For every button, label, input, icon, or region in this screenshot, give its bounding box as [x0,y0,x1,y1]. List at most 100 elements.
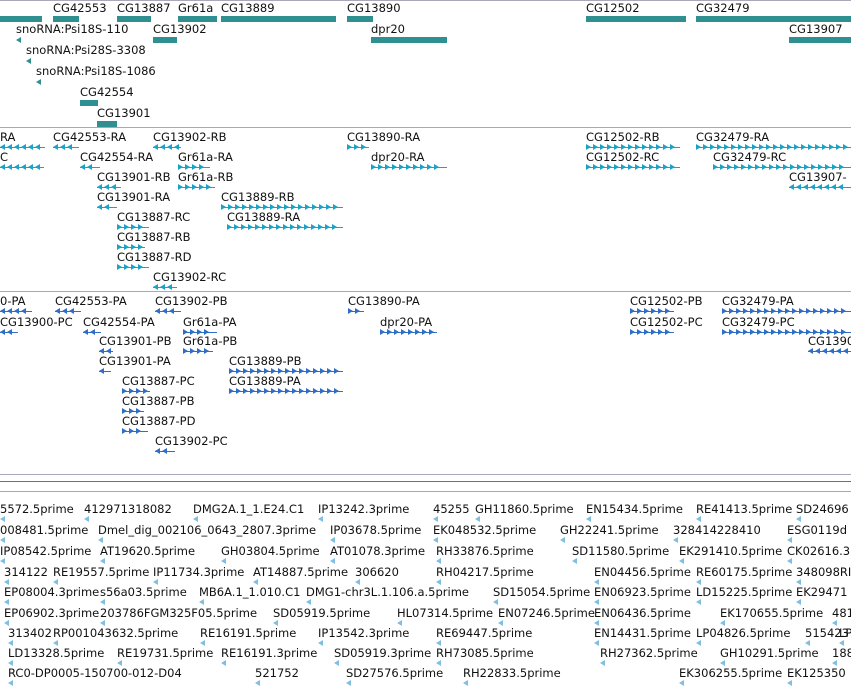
protein-label[interactable]: CG13887-PC [122,374,195,388]
gene-label[interactable]: CG12502 [586,1,640,15]
est-label[interactable]: EN06923.5prime [594,585,691,599]
transcript-feature[interactable] [153,284,177,291]
protein-feature[interactable] [630,329,674,336]
protein-feature[interactable] [122,388,150,395]
est-label[interactable]: AT14887.5prime [253,565,349,579]
est-label[interactable]: 5572.5prime [0,502,74,516]
transcript-feature[interactable] [0,164,44,171]
protein-label[interactable]: CG13902-PB [155,294,228,308]
transcript-feature[interactable] [789,184,851,191]
protein-feature[interactable] [155,448,175,455]
transcript-label[interactable]: CG32479-RA [696,130,770,144]
transcript-label[interactable]: CG13901-RB [97,170,171,184]
transcript-feature[interactable] [178,164,210,171]
est-arrow-icon[interactable] [475,516,480,522]
est-label[interactable]: DMG2A.1_1.E24.C1 [193,502,305,516]
protein-label[interactable]: CG13889-PB [229,354,302,368]
est-arrow-icon[interactable] [673,537,678,543]
est-arrow-icon[interactable] [8,640,13,646]
est-arrow-icon[interactable] [253,579,258,585]
transcript-label[interactable]: CG42553-RA [53,130,127,144]
est-arrow-icon[interactable] [98,537,103,543]
est-arrow-icon[interactable] [572,558,577,564]
est-label[interactable]: RH22833.5prime [463,666,561,680]
protein-label[interactable]: CG13889-PA [229,374,301,388]
est-arrow-icon[interactable] [594,599,599,605]
est-arrow-icon[interactable] [100,558,105,564]
est-arrow-icon[interactable] [330,537,335,543]
transcript-label[interactable]: CG13890-RA [347,130,421,144]
est-arrow-icon[interactable] [463,680,468,686]
protein-label[interactable]: CG32479-PC [722,315,795,329]
transcript-label[interactable]: CG13902-RB [153,130,227,144]
est-arrow-icon[interactable] [560,537,565,543]
est-arrow-icon[interactable] [117,660,122,666]
transcript-feature[interactable] [371,164,447,171]
est-arrow-icon[interactable] [100,620,105,626]
est-label[interactable]: EN06436.5prime [594,606,691,620]
protein-label[interactable]: CG42554-PA [83,315,155,329]
est-label[interactable]: IP13242.3prime [318,502,410,516]
protein-feature[interactable] [0,329,18,336]
gene-label[interactable]: dpr20 [371,22,405,36]
est-label[interactable]: RC0-DP0005-150700-012-D04 [8,666,182,680]
est-label[interactable]: EK125350 [787,666,846,680]
protein-feature[interactable] [808,348,851,355]
snorna-arrow-icon[interactable] [16,37,21,43]
est-arrow-icon[interactable] [355,579,360,585]
est-arrow-icon[interactable] [306,599,311,605]
est-arrow-icon[interactable] [53,579,58,585]
protein-label[interactable]: CG32479-PA [722,294,794,308]
gene-bar[interactable] [696,16,851,22]
snorna-arrow-icon[interactable] [26,58,31,64]
est-label[interactable]: RE19731.5prime [117,646,214,660]
est-arrow-icon[interactable] [679,558,684,564]
est-arrow-icon[interactable] [0,537,5,543]
est-arrow-icon[interactable] [594,579,599,585]
gene-label[interactable]: CG13902 [153,22,207,36]
est-label[interactable]: SD11580.5prime [572,544,670,558]
est-arrow-icon[interactable] [436,640,441,646]
est-arrow-icon[interactable] [679,680,684,686]
est-label[interactable]: ESG0119d [787,523,848,537]
est-arrow-icon[interactable] [796,516,801,522]
est-arrow-icon[interactable] [787,558,792,564]
gene-label[interactable]: CG42554 [80,85,134,99]
transcript-label[interactable]: Gr61a-RA [178,150,233,164]
gene-bar[interactable] [371,37,447,43]
est-label[interactable]: LP04826.5prime [696,626,791,640]
gene-label[interactable]: snoRNA:Psi18S-1086 [36,64,156,78]
est-label[interactable]: RE60175.5prime [696,565,793,579]
transcript-feature[interactable] [713,164,851,171]
est-arrow-icon[interactable] [318,640,323,646]
transcript-label[interactable]: CG13889-RA [227,210,301,224]
est-label[interactable]: RE16191.3prime [221,646,318,660]
est-label[interactable]: 313402 [8,626,52,640]
transcript-feature[interactable] [227,224,343,231]
gene-bar[interactable] [80,100,98,106]
gene-label[interactable]: CG13901 [97,106,151,120]
est-label[interactable]: EK170655.5prime [720,606,824,620]
est-arrow-icon[interactable] [221,660,226,666]
est-label[interactable]: SD05919.5prime [273,606,371,620]
est-label[interactable]: 306620 [355,565,399,579]
est-label[interactable]: RH73085.5prime [436,646,534,660]
est-label[interactable]: GH10291.5prime [720,646,819,660]
gene-label[interactable]: snoRNA:Psi18S-110 [16,22,129,36]
est-label[interactable]: LP [839,626,851,640]
est-arrow-icon[interactable] [199,599,204,605]
est-arrow-icon[interactable] [4,620,9,626]
protein-label[interactable]: CG12502-PC [630,315,703,329]
protein-feature[interactable] [83,329,101,336]
est-label[interactable]: RH27362.5prime [600,646,698,660]
gene-bar[interactable] [221,16,336,22]
gene-label[interactable]: CG13890 [347,1,401,15]
est-label[interactable]: HL07314.5prime [397,606,494,620]
est-arrow-icon[interactable] [0,516,5,522]
transcript-feature[interactable] [0,144,45,151]
snorna-arrow-icon[interactable] [36,79,41,85]
est-arrow-icon[interactable] [433,537,438,543]
transcript-feature[interactable] [153,144,181,151]
gene-label[interactable]: CG42553 [53,1,107,15]
transcript-feature[interactable] [586,164,680,171]
